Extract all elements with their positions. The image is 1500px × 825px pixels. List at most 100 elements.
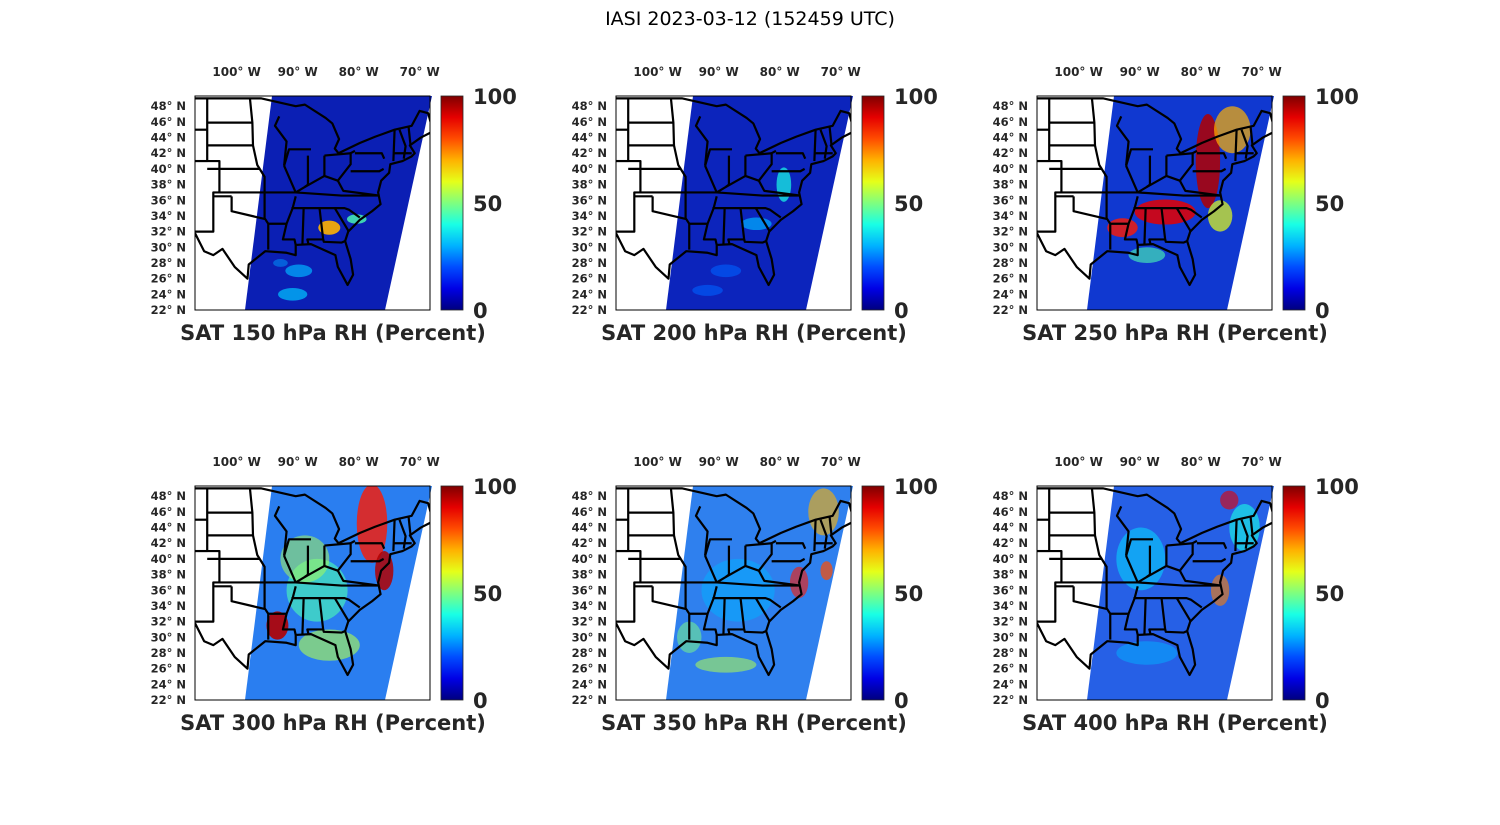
boundary-line xyxy=(306,207,325,245)
lon-tick-label: 80° W xyxy=(1181,455,1221,469)
boundary-line xyxy=(743,239,767,244)
boundary-line xyxy=(1133,206,1203,219)
lat-tick-label: 24° N xyxy=(993,677,1028,691)
panel-title: SAT 150 hPa RH (Percent) xyxy=(180,321,486,345)
lon-tick-label: 70° W xyxy=(1242,455,1282,469)
rh-patch xyxy=(1134,199,1196,225)
boundary-line xyxy=(1166,152,1193,157)
lon-tick-label: 90° W xyxy=(278,455,318,469)
boundary-line xyxy=(704,149,777,194)
lat-tick-label: 46° N xyxy=(151,115,186,129)
boundary-line xyxy=(291,206,361,219)
lon-tick-label: 100° W xyxy=(633,455,681,469)
lat-tick-label: 34° N xyxy=(572,209,607,223)
lon-tick-label: 100° W xyxy=(212,65,260,79)
boundary-line xyxy=(1234,129,1238,162)
lon-tick-label: 70° W xyxy=(1242,65,1282,79)
boundary-line xyxy=(1037,488,1063,623)
boundary-line xyxy=(354,152,386,160)
boundary-line xyxy=(283,539,356,584)
boundary-line xyxy=(407,127,412,145)
boundary-line xyxy=(775,152,807,160)
boundary-line xyxy=(689,196,718,225)
boundary-line xyxy=(828,517,833,535)
rh-patch xyxy=(346,214,367,224)
colorbar-tick-label: 0 xyxy=(473,299,488,323)
rh-patch xyxy=(1220,490,1239,510)
lon-tick-label: 70° W xyxy=(821,455,861,469)
rh-field xyxy=(1107,106,1251,263)
colorbar-tick-label: 100 xyxy=(894,475,938,499)
boundary-line xyxy=(1133,596,1203,609)
boundary-line xyxy=(1175,207,1192,233)
boundary-line xyxy=(1090,98,1108,220)
figure-title: IASI 2023-03-12 (152459 UTC) xyxy=(605,8,895,30)
boundary-line xyxy=(195,98,221,233)
boundary-line xyxy=(195,487,430,677)
lon-tick-label: 100° W xyxy=(1054,455,1102,469)
boundary-line xyxy=(669,488,687,610)
map-frame xyxy=(615,95,852,311)
colorbar-tick-label: 100 xyxy=(1315,475,1359,499)
map-frame xyxy=(194,95,431,311)
colorbar-tick-label: 50 xyxy=(1315,192,1344,216)
boundary-line xyxy=(1125,539,1198,584)
rh-field xyxy=(273,214,367,301)
lat-tick-label: 34° N xyxy=(151,209,186,223)
boundary-line xyxy=(1148,597,1167,635)
lat-tick-label: 44° N xyxy=(993,521,1028,535)
boundary-line xyxy=(694,505,709,556)
boundary-line xyxy=(407,517,412,535)
lat-tick-label: 40° N xyxy=(151,552,186,566)
boundary-line xyxy=(333,207,350,233)
boundary-line xyxy=(1110,586,1139,615)
boundary-line xyxy=(754,207,771,233)
boundary-line xyxy=(725,545,731,578)
lon-tick-label: 100° W xyxy=(212,455,260,469)
lat-tick-label: 48° N xyxy=(151,489,186,503)
state-boundaries xyxy=(195,97,430,287)
lat-tick-label: 38° N xyxy=(151,178,186,192)
state-boundaries xyxy=(1037,487,1272,677)
lat-tick-label: 44° N xyxy=(993,131,1028,145)
boundary-line xyxy=(336,180,380,197)
lat-tick-label: 38° N xyxy=(572,568,607,582)
lat-tick-label: 40° N xyxy=(572,162,607,176)
lon-tick-label: 100° W xyxy=(633,65,681,79)
boundary-line xyxy=(727,207,746,245)
boundary-line xyxy=(1249,127,1254,145)
rh-patch xyxy=(701,558,775,622)
colorbar-tick-label: 0 xyxy=(1315,689,1330,713)
lon-tick-label: 80° W xyxy=(339,65,379,79)
boundary-line xyxy=(1240,519,1249,549)
lat-tick-label: 38° N xyxy=(572,178,607,192)
boundary-line xyxy=(704,539,777,584)
boundary-line xyxy=(694,115,709,166)
boundary-line xyxy=(304,545,310,578)
boundary-line xyxy=(1110,196,1139,225)
state-boundaries xyxy=(616,97,851,287)
lat-tick-label: 28° N xyxy=(993,646,1028,660)
lat-tick-label: 34° N xyxy=(151,599,186,613)
colorbar xyxy=(1282,485,1306,701)
lat-tick-label: 38° N xyxy=(151,568,186,582)
lat-tick-label: 32° N xyxy=(151,225,186,239)
lat-tick-label: 46° N xyxy=(151,505,186,519)
boundary-line xyxy=(1249,517,1254,535)
map-panel-2: 100° W 90° W 80° W 70° W 48° N 46° N 44° N42° … xyxy=(572,65,938,345)
lat-tick-label: 42° N xyxy=(572,146,607,160)
lat-tick-label: 44° N xyxy=(151,131,186,145)
colorbar-tick-label: 50 xyxy=(894,582,923,606)
boundary-line xyxy=(322,629,346,634)
boundary-line xyxy=(324,152,351,157)
lat-tick-label: 24° N xyxy=(151,287,186,301)
boundary-line xyxy=(727,597,746,635)
colorbar-tick-label: 0 xyxy=(894,689,909,713)
lon-tick-label: 90° W xyxy=(1120,65,1160,79)
colorbar xyxy=(440,485,464,701)
lat-tick-label: 32° N xyxy=(993,615,1028,629)
boundary-line xyxy=(291,596,361,609)
boundary-line xyxy=(689,586,718,615)
boundary-line xyxy=(336,570,380,587)
boundary-line xyxy=(757,180,801,197)
